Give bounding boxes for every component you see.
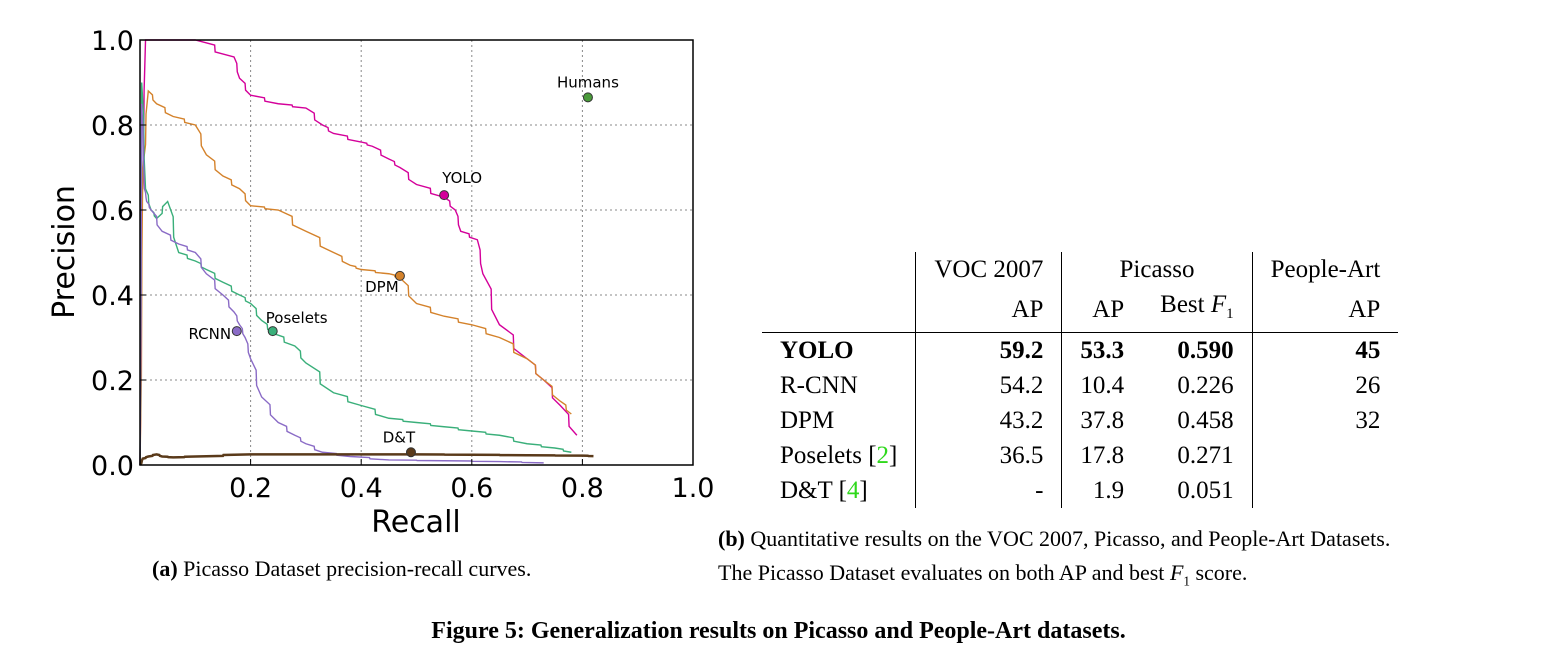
picasso-f1: 0.458 [1142, 403, 1253, 438]
series-line-yolo [139, 39, 578, 466]
y-tick-label: 0.4 [91, 281, 134, 312]
picasso-f1: 0.226 [1142, 368, 1253, 403]
x-tick-label: 1.0 [672, 473, 715, 504]
table-header-row-1: VOC 2007 Picasso People-Art [762, 252, 1398, 287]
ticks: 0.2 0.4 0.6 0.8 1.0 0.0 0.2 0.4 0.6 0.8 1.0 [91, 26, 714, 504]
x-tick-label: 0.8 [561, 473, 604, 504]
caption-b-line-2: The Picasso Dataset evaluates on both AP… [718, 560, 1248, 589]
caption-a: (a) Picasso Dataset precision-recall cur… [152, 556, 531, 582]
results-table: VOC 2007 Picasso People-Art AP AP Best F… [762, 252, 1399, 508]
voc-ap: 59.2 [915, 332, 1063, 368]
method-name: D&T [4] [762, 473, 917, 508]
series-label-d-t: D&T [383, 428, 416, 446]
citation-link[interactable]: 2 [876, 442, 890, 469]
header-voc: VOC 2007 [915, 252, 1063, 287]
series-point-yolo [439, 190, 450, 201]
header2-picasso-ap: AP [1061, 287, 1143, 333]
caption-a-prefix: (a) [152, 556, 178, 581]
table-row: YOLO 59.2 53.3 0.590 45 [762, 332, 1398, 368]
method-name: R-CNN [762, 368, 917, 403]
y-tick-label: 0.6 [91, 196, 134, 227]
picasso-f1: 0.051 [1142, 473, 1253, 508]
figure-caption: Figure 5: Generalization results on Pica… [0, 618, 1557, 645]
citation-link[interactable]: 4 [846, 477, 860, 504]
series-line-poselets [139, 82, 572, 466]
series-label-humans: Humans [557, 73, 619, 91]
series-point-humans [582, 92, 593, 103]
series-point-dpm [394, 270, 405, 281]
people-art-ap: 26 [1355, 372, 1381, 399]
picasso-ap: 10.4 [1080, 372, 1125, 399]
y-tick-label: 0.0 [91, 451, 134, 482]
series-point-d-t [405, 447, 416, 458]
caption-b-line-1: (b) Quantitative results on the VOC 2007… [718, 526, 1391, 551]
pr-chart: 0.2 0.4 0.6 0.8 1.0 0.0 0.2 0.4 0.6 0.8 1.0 YOLO DP… [47, 26, 714, 540]
x-axis-label: Recall [371, 505, 461, 540]
header2-best-f1: Best F1 [1142, 287, 1253, 333]
table-row: D&T [4] - 1.9 0.051 [762, 473, 1398, 508]
header-people-art: People-Art [1270, 256, 1381, 283]
header-picasso: Picasso [1061, 252, 1253, 287]
table-row: Poselets [2] 36.5 17.8 0.271 [762, 438, 1398, 473]
series-point-rcnn [231, 326, 242, 337]
series-line-rcnn [139, 103, 544, 466]
table-row: R-CNN 54.2 10.4 0.226 26 [762, 368, 1398, 403]
table-header-row-2: AP AP Best F1 AP [762, 287, 1399, 333]
series-line-dpm [139, 89, 572, 466]
caption-b: (b) Quantitative results on the VOC 2007… [718, 522, 1390, 598]
voc-ap: 43.2 [915, 403, 1063, 438]
picasso-f1: 0.590 [1142, 332, 1253, 368]
y-tick-label: 0.8 [91, 111, 134, 142]
people-art-ap [1252, 438, 1398, 473]
series-label-dpm: DPM [365, 278, 399, 296]
figure-caption-text: Generalization results on Picasso and Pe… [524, 618, 1126, 644]
picasso-ap: 53.3 [1080, 337, 1125, 364]
picasso-ap: 1.9 [1092, 477, 1125, 504]
x-tick-label: 0.6 [450, 473, 493, 504]
header2-empty [762, 287, 917, 333]
series-point-poselets [267, 326, 278, 337]
x-tick-label: 0.4 [340, 473, 383, 504]
people-art-ap [1252, 473, 1398, 508]
y-tick-label: 0.2 [91, 366, 134, 397]
grid [140, 40, 693, 465]
series-layer [138, 39, 594, 466]
picasso-ap: 37.8 [1080, 407, 1125, 434]
series-line-d-t [138, 453, 594, 466]
y-axis-label: Precision [47, 185, 82, 319]
method-name: DPM [762, 403, 917, 438]
voc-ap: 36.5 [915, 438, 1063, 473]
series-label-poselets: Poselets [266, 309, 328, 327]
method-name: Poselets [2] [762, 438, 917, 473]
voc-ap: - [915, 473, 1063, 508]
series-label-yolo: YOLO [441, 169, 482, 187]
people-art-ap: 32 [1355, 407, 1381, 434]
table-body: YOLO 59.2 53.3 0.590 45 R-CNN 54.2 10.4 0.226 26 D… [762, 332, 1398, 508]
voc-ap: 54.2 [915, 368, 1063, 403]
picasso-f1: 0.271 [1142, 438, 1253, 473]
figure-caption-prefix: Figure 5: [431, 618, 525, 644]
people-art-ap: 45 [1355, 337, 1381, 364]
caption-a-text: Picasso Dataset precision-recall curves. [177, 556, 532, 581]
method-name: YOLO [762, 332, 917, 368]
plot-frame [139, 39, 694, 466]
x-tick-label: 0.2 [229, 473, 272, 504]
series-label-rcnn: RCNN [188, 325, 231, 343]
y-tick-label: 1.0 [91, 26, 134, 57]
annotations: YOLO DPM Poselets RCNN D&T Humans [188, 73, 619, 458]
picasso-ap: 17.8 [1080, 442, 1125, 469]
header2-people-ap: AP [1252, 287, 1399, 333]
table-row: DPM 43.2 37.8 0.458 32 [762, 403, 1398, 438]
header-empty [762, 252, 917, 287]
header2-voc-ap: AP [915, 287, 1063, 333]
